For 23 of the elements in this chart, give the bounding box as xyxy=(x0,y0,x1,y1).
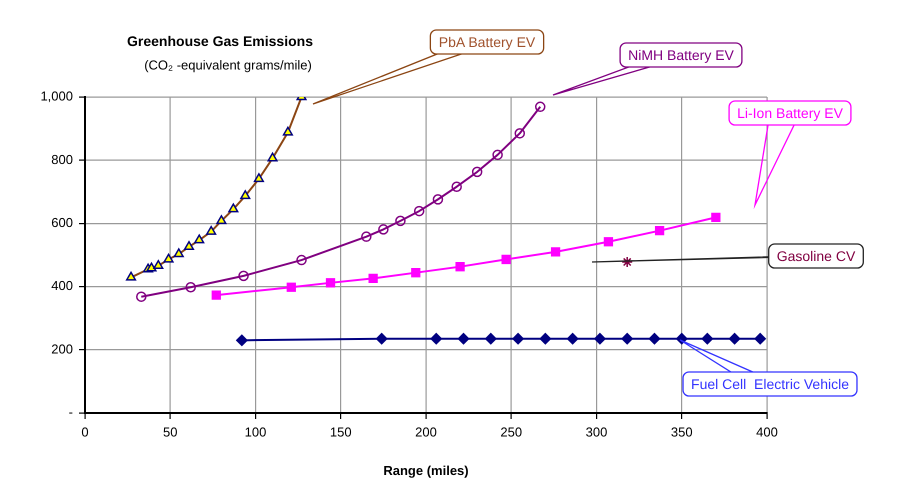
y-tick-label: 800 xyxy=(51,152,73,167)
x-tick-label: 0 xyxy=(81,424,89,440)
text: PbA Battery EV xyxy=(438,34,536,50)
text: Gasoline CV xyxy=(776,248,856,264)
x-tick-label: 350 xyxy=(670,424,693,440)
text: Fuel Cell Electric Vehicle xyxy=(691,376,850,392)
y-tick-label: 200 xyxy=(51,341,73,356)
text: Li-Ion Battery EV xyxy=(737,104,844,121)
y-tick-label: 600 xyxy=(51,214,73,230)
x-axis-title: Range (miles) xyxy=(383,462,469,478)
x-tick-label: 50 xyxy=(163,424,178,440)
chart-subtitle: (CO₂ -equivalent grams/mile) xyxy=(144,58,312,73)
y-tick-label: - xyxy=(68,404,73,420)
x-tick-label: 250 xyxy=(500,424,522,440)
x-tick-label: 150 xyxy=(330,424,352,440)
chart-title: Greenhouse Gas Emissions xyxy=(127,32,314,49)
y-tick-label: 1,000 xyxy=(40,88,73,104)
x-tick-label: 400 xyxy=(756,424,778,440)
x-tick-label: 200 xyxy=(415,424,437,440)
x-tick-label: 300 xyxy=(586,424,608,440)
y-tick-label: 400 xyxy=(51,278,73,294)
text: NiMH Battery EV xyxy=(628,46,735,63)
x-tick-label: 100 xyxy=(244,424,266,440)
